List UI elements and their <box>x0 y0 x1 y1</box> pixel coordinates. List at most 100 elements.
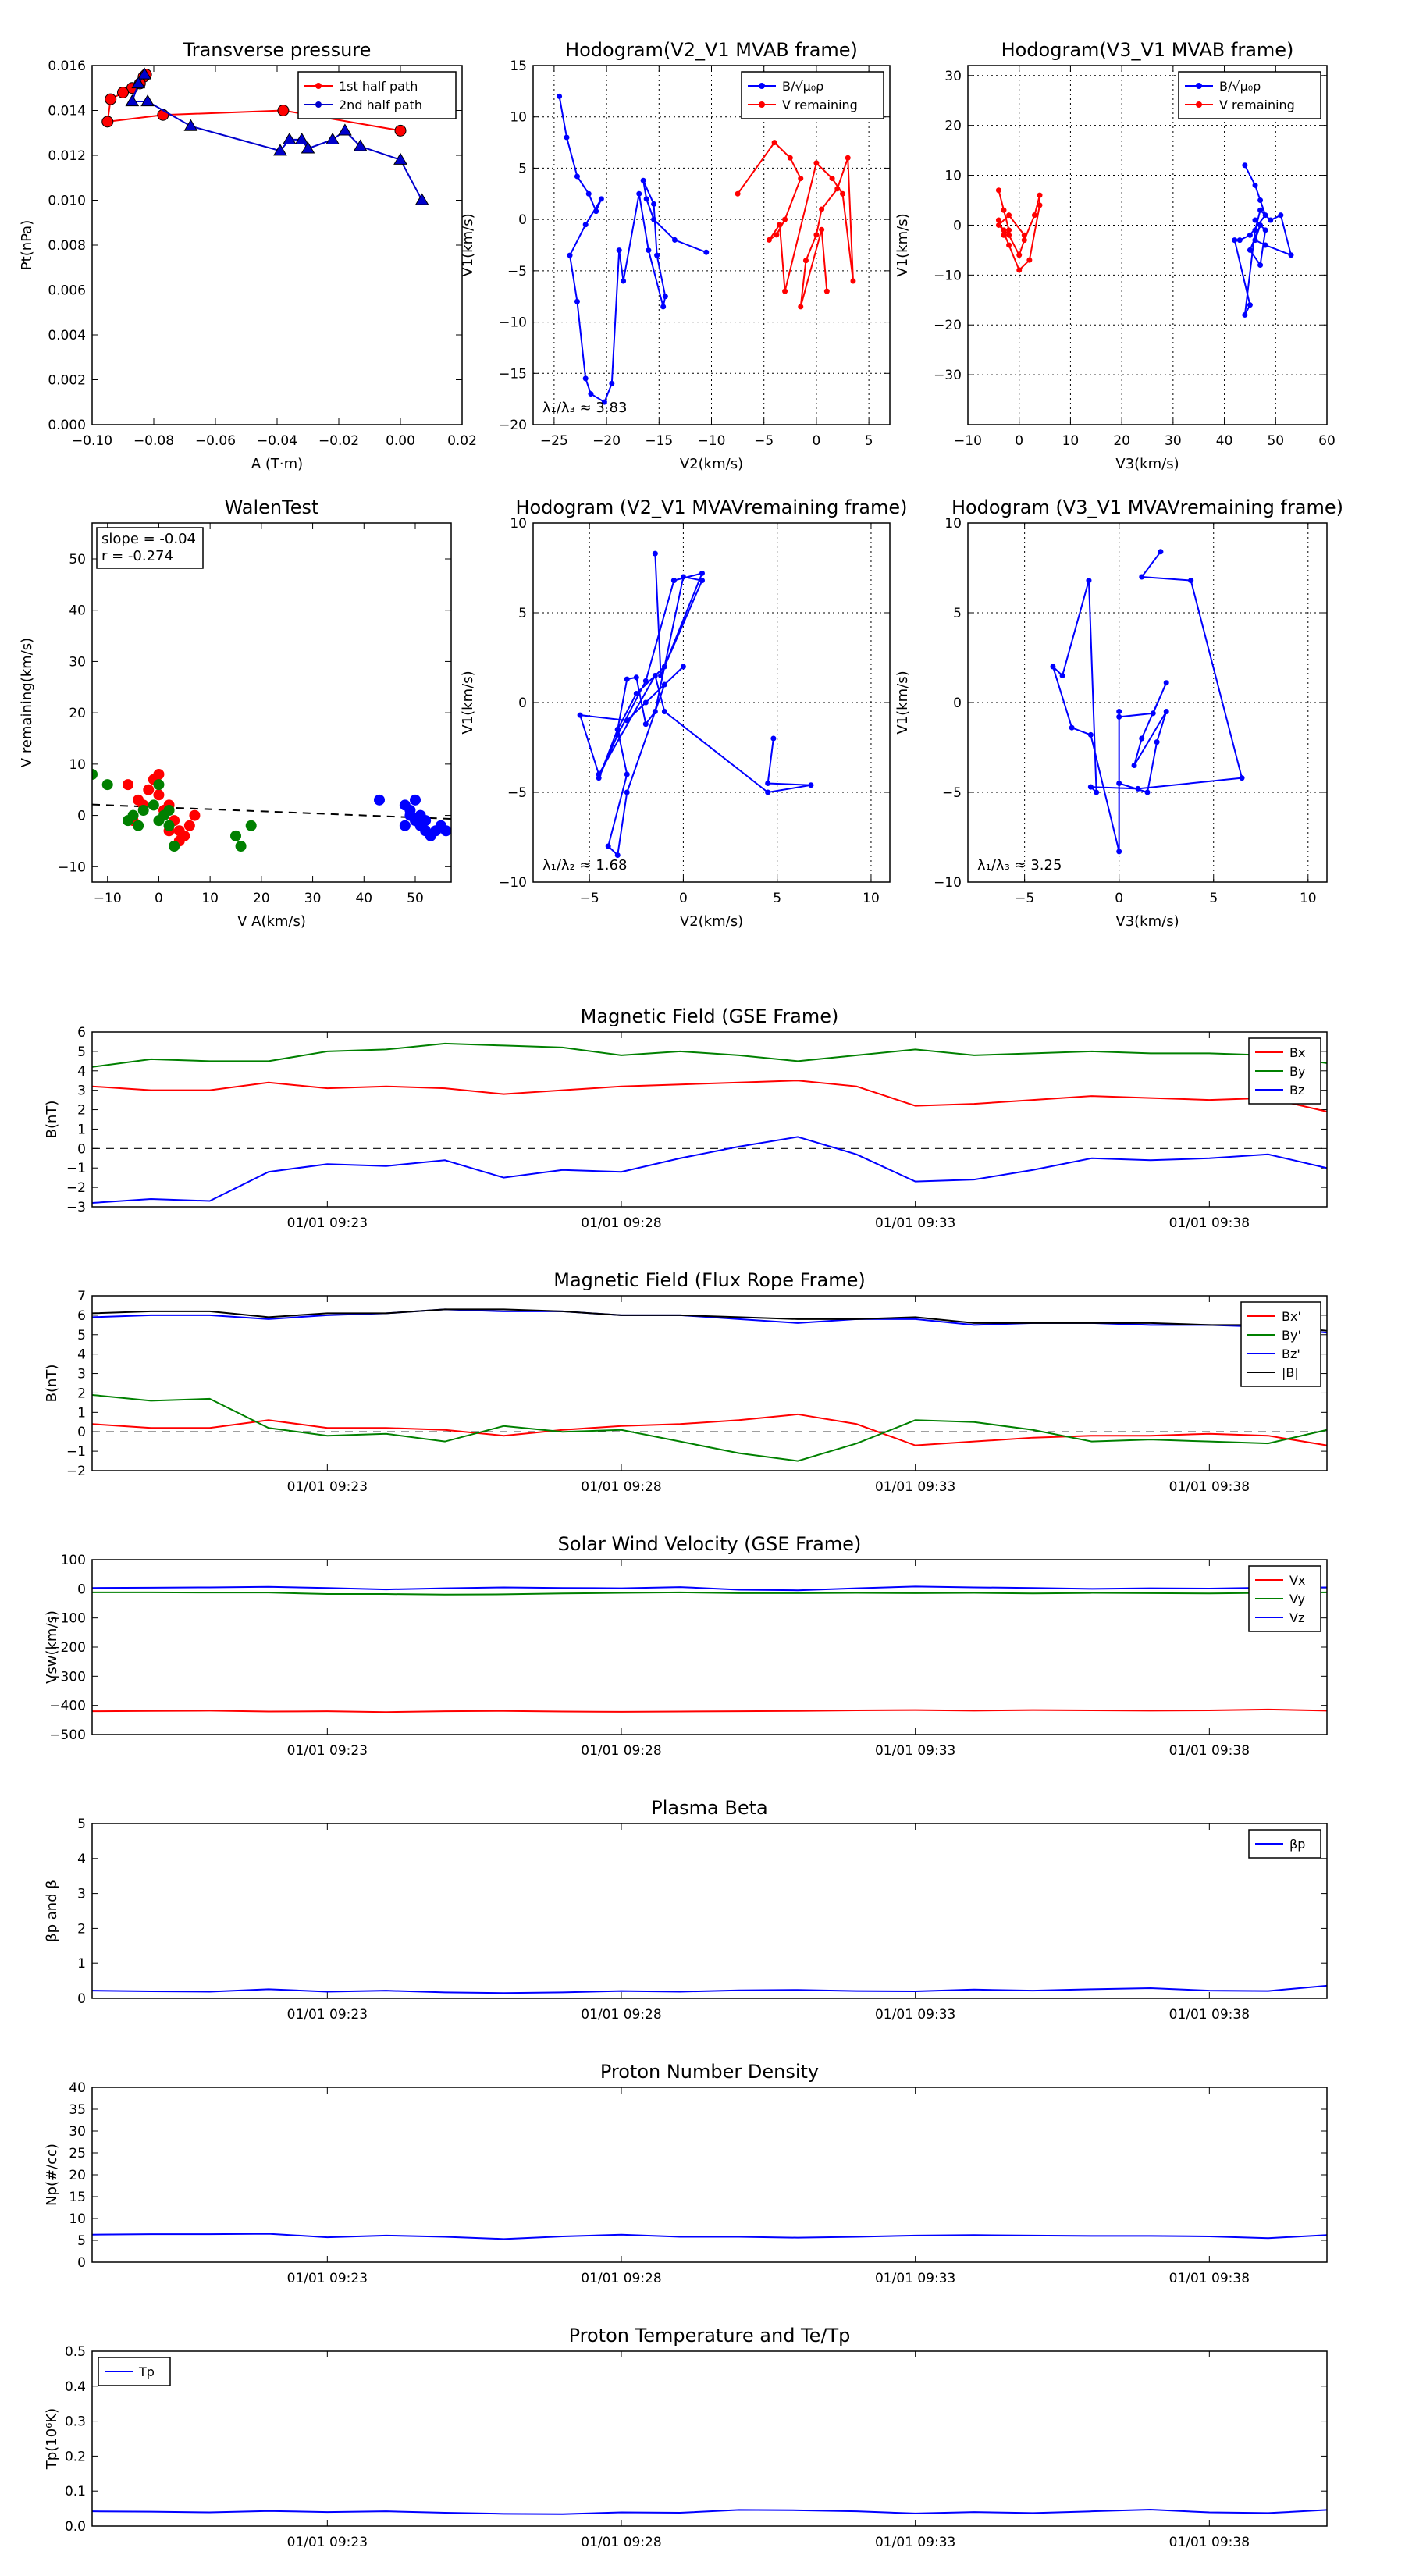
data-point <box>703 249 710 255</box>
data-point <box>101 116 114 128</box>
data-point <box>1257 222 1264 228</box>
x-tick-label: 20 <box>1113 433 1130 449</box>
x-axis-label: V3(km/s) <box>1115 913 1179 930</box>
data-point <box>1257 197 1264 203</box>
legend-label: By' <box>1282 1328 1301 1343</box>
y-tick-label: −30 <box>934 368 962 383</box>
data-point <box>235 841 247 852</box>
data-point <box>1087 731 1094 738</box>
plot-frame <box>532 522 891 883</box>
y-axis-label: Np(#/cc) <box>44 2144 60 2206</box>
data-point <box>662 294 668 300</box>
data-point <box>1116 709 1122 714</box>
data-point <box>1001 227 1007 233</box>
data-point <box>680 574 686 580</box>
series-line-0 <box>92 2233 1327 2240</box>
data-point <box>585 190 592 197</box>
y-tick-label: 5 <box>77 1816 86 1832</box>
y-axis-label: B(nT) <box>44 1364 60 1403</box>
plot-frame <box>532 65 891 425</box>
x-tick-label: 10 <box>1062 433 1080 449</box>
legend-label: |B| <box>1282 1365 1299 1380</box>
data-point <box>564 134 570 141</box>
y-tick-label: 5 <box>77 2233 86 2249</box>
x-tick-label: 01/01 09:23 <box>287 1479 368 1495</box>
plot-area <box>92 1308 1327 1462</box>
y-axis-label: B(nT) <box>44 1101 60 1139</box>
x-tick-label: 60 <box>1318 433 1336 449</box>
legend-label: B/√μ₀ρ <box>1219 79 1261 94</box>
y-tick-label: −10 <box>499 315 527 331</box>
x-tick-label: −25 <box>540 433 568 449</box>
data-point <box>661 664 667 670</box>
data-point <box>1094 789 1100 795</box>
legend-label: Vz <box>1289 1610 1304 1625</box>
y-tick-label: 30 <box>69 654 86 670</box>
y-tick-label: 0 <box>77 1141 86 1157</box>
x-axis-label: V2(km/s) <box>680 913 743 930</box>
data-point <box>1252 217 1258 223</box>
legend-marker <box>759 83 765 89</box>
data-point <box>633 674 639 681</box>
data-point <box>771 140 777 146</box>
data-point <box>133 820 144 831</box>
y-tick-label: −1 <box>66 1161 86 1176</box>
x-tick-label: −5 <box>1015 891 1034 906</box>
x-tick-label: 01/01 09:28 <box>581 1215 661 1231</box>
x-tick-label: 01/01 09:28 <box>581 2271 661 2286</box>
x-tick-label: 01/01 09:33 <box>875 1479 955 1495</box>
x-tick-label: 01/01 09:23 <box>287 1743 368 1759</box>
data-point <box>640 177 646 183</box>
data-point <box>1247 232 1253 238</box>
data-point <box>153 815 165 827</box>
series-line-By <box>92 1042 1327 1068</box>
data-point <box>642 721 649 728</box>
data-point <box>1006 212 1012 219</box>
x-tick-label: 01/01 09:38 <box>1169 1215 1250 1231</box>
data-point <box>605 843 611 849</box>
y-tick-label: 2 <box>77 1921 86 1937</box>
y-tick-label: 0.002 <box>48 373 86 389</box>
x-tick-label: 01/01 09:33 <box>875 1743 955 1759</box>
y-tick-label: −100 <box>49 1611 86 1627</box>
data-point <box>440 825 451 837</box>
chart-5: Hodogram (V3_V1 MVAVremaining frame) −10 −… <box>895 496 1343 930</box>
y-tick-label: 0 <box>77 2255 86 2271</box>
y-tick-label: −2 <box>66 1464 86 1479</box>
data-point <box>420 815 432 827</box>
data-point <box>1158 549 1164 555</box>
data-point <box>658 673 664 678</box>
x-tick-label: −0.02 <box>318 433 359 449</box>
x-tick-label: 01/01 09:38 <box>1169 2271 1250 2286</box>
y-axis-label: V1(km/s) <box>460 213 476 276</box>
data-point <box>802 258 809 264</box>
x-tick-label: 01/01 09:23 <box>287 1215 368 1231</box>
data-point <box>774 232 780 238</box>
series-line-Tp <box>92 2508 1327 2515</box>
x-tick-label: 01/01 09:38 <box>1169 2535 1250 2550</box>
data-point <box>1001 232 1007 238</box>
data-point <box>995 222 1001 228</box>
x-tick-label: 0 <box>1115 891 1123 906</box>
plot-frame <box>91 1559 1328 1735</box>
y-tick-label: 20 <box>69 706 86 721</box>
x-tick-label: 30 <box>1165 433 1182 449</box>
x-tick-label: 40 <box>1216 433 1233 449</box>
y-tick-label: 0.000 <box>48 418 86 433</box>
data-point <box>661 709 667 714</box>
data-point <box>1247 302 1253 308</box>
data-point <box>1278 212 1284 219</box>
data-point <box>787 155 793 161</box>
data-point <box>813 232 820 238</box>
series-line-βp <box>92 1984 1327 1994</box>
annotation: λ₁/λ₃ ≈ 3.25 <box>977 857 1062 873</box>
plot-area <box>995 162 1294 318</box>
y-tick-label: −200 <box>49 1640 86 1656</box>
data-point <box>1139 735 1145 742</box>
y-tick-label: 10 <box>944 169 962 184</box>
legend-box <box>1178 71 1321 119</box>
y-tick-label: 10 <box>69 757 86 773</box>
data-point <box>624 771 630 777</box>
x-tick-label: −0.04 <box>257 433 297 449</box>
data-point <box>813 160 820 166</box>
